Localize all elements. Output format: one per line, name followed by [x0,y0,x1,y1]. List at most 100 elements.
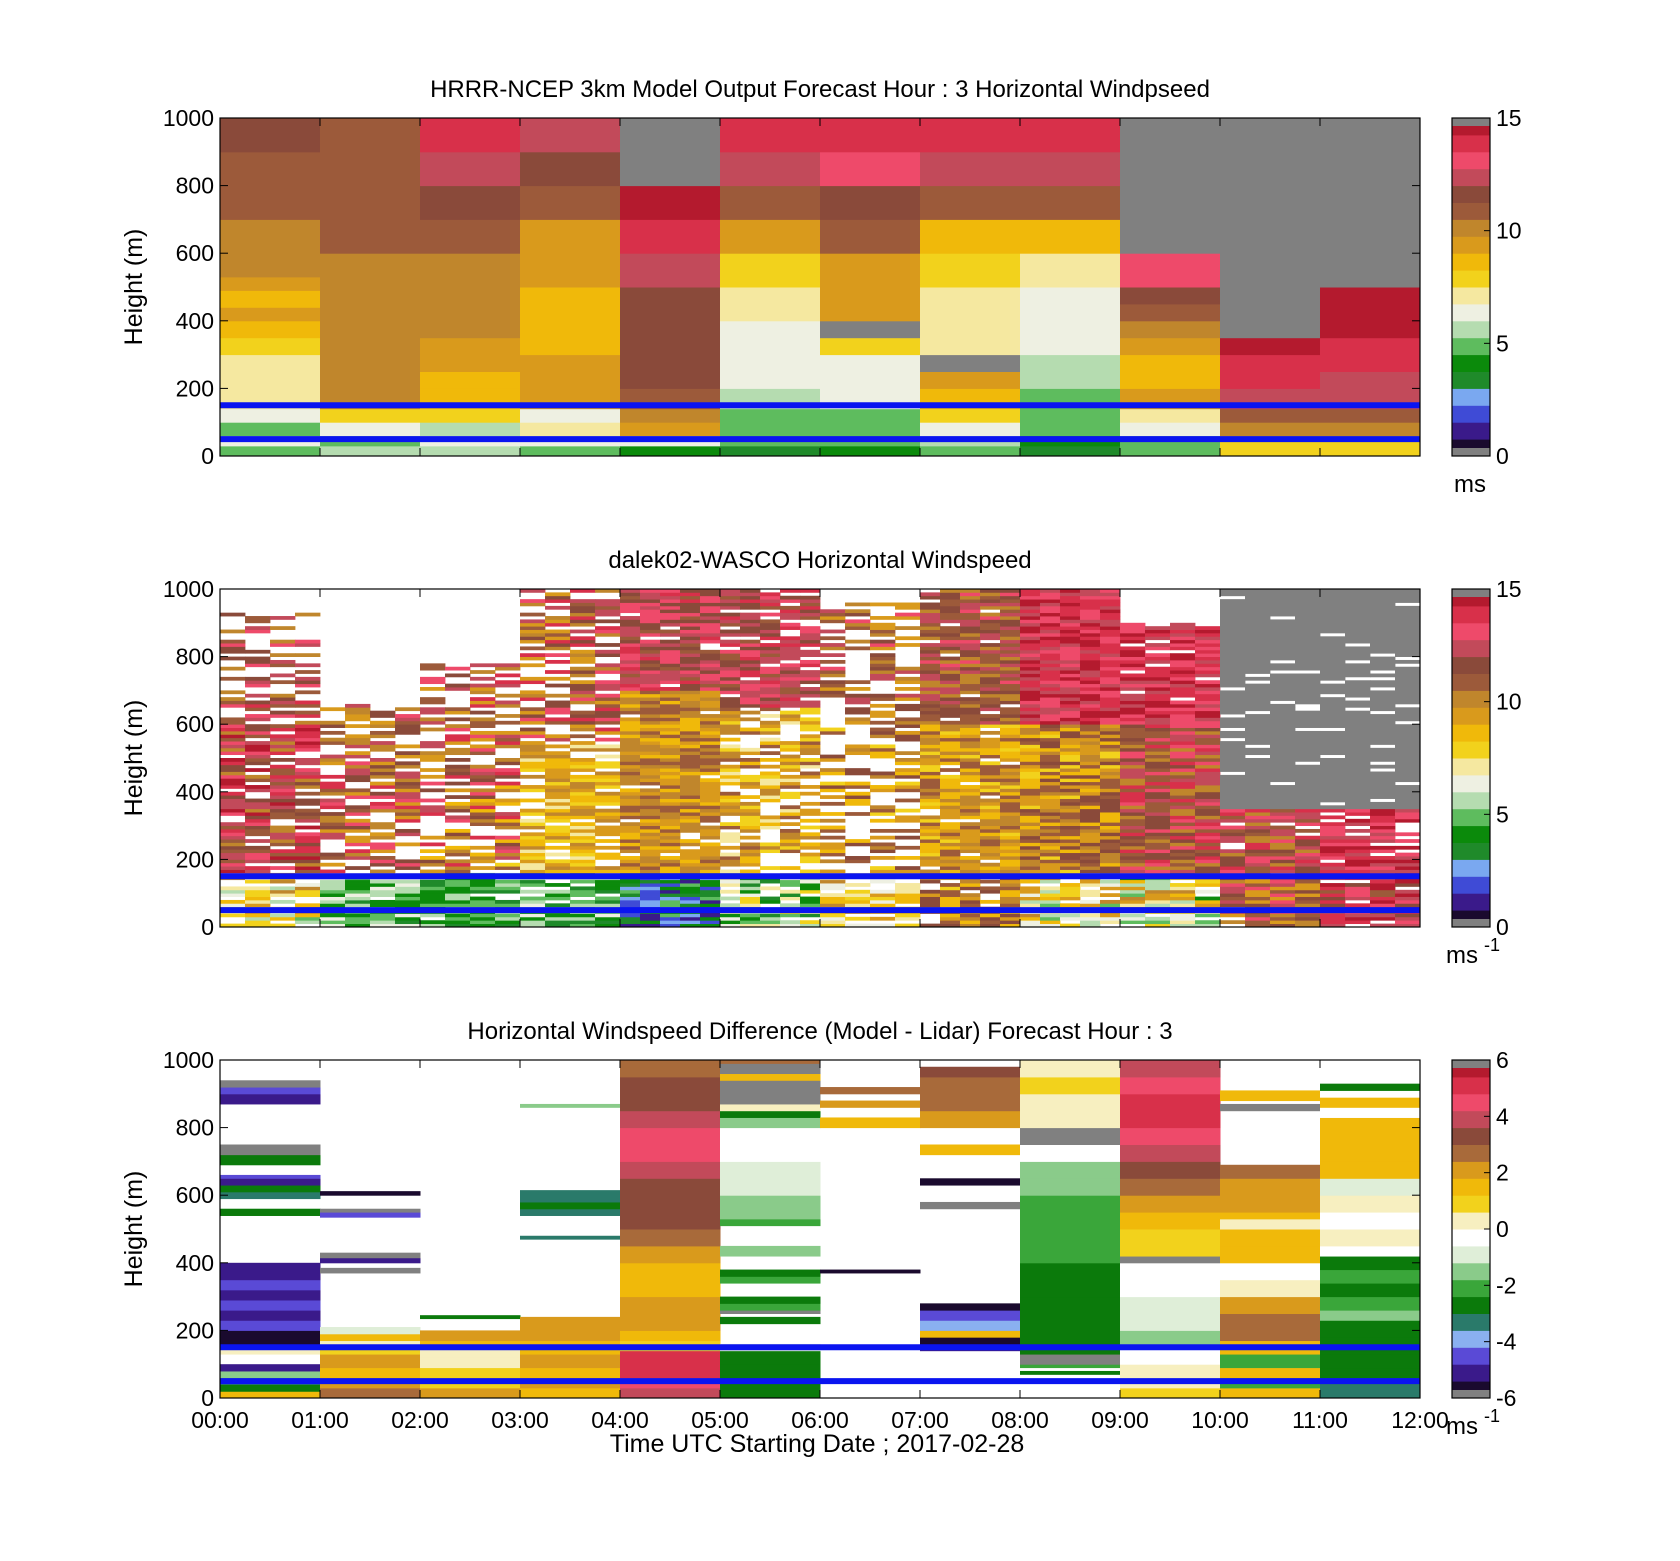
heatmap-cell [595,747,621,752]
heatmap-cell [660,801,681,806]
heatmap-cell [800,612,821,617]
heatmap-cell [760,822,781,826]
heatmap-cell [1145,818,1171,823]
heatmap-cell [1020,774,1041,779]
heatmap-cell [720,592,741,597]
heatmap-cell [1100,839,1121,843]
heatmap-cell [595,643,621,647]
heatmap-cell [1080,818,1101,823]
heatmap-cell [420,842,446,847]
heatmap-cell [870,710,896,715]
heatmap-cell [720,1127,821,1145]
heatmap-cell [780,845,801,850]
y-axis-label: Height (m) [120,1171,148,1288]
heatmap-cell [395,832,421,837]
heatmap-cell [1145,744,1171,749]
colorbar-frame [1451,588,1491,928]
heatmap-cell [1320,643,1346,647]
heatmap-cell [1145,815,1171,820]
heatmap-cell [1170,839,1196,843]
heatmap-cell [395,717,421,722]
heatmap-cell [700,771,721,776]
heatmap-cell [220,1279,321,1291]
heatmap-cell [940,883,961,887]
heatmap-cell [620,673,641,678]
heatmap-cell [740,856,761,860]
heatmap-cell [780,690,801,695]
heatmap-cell [1040,619,1061,624]
heatmap-cell [1220,849,1246,854]
heatmap-cell [740,923,761,928]
heatmap-cell [520,1316,621,1331]
heatmap-cell [545,815,571,820]
heatmap-cell [720,903,741,908]
heatmap-cell [1020,764,1041,769]
heatmap-cell [1040,903,1061,908]
heatmap-cell [1345,666,1371,671]
heatmap-cell [245,768,271,772]
heatmap-cell [420,758,446,762]
heatmap-cell [740,595,761,600]
heatmap-cell [395,859,421,864]
heatmap-cell [660,785,681,789]
heatmap-cell [1000,592,1021,597]
heatmap-cell [700,639,721,644]
heatmap-cell [1220,1279,1321,1298]
heatmap-cell [620,774,641,779]
heatmap-cell [1060,649,1081,654]
heatmap-cell [820,852,846,857]
heatmap-cell [720,595,741,600]
heatmap-cell [1060,815,1081,820]
heatmap-cell [495,801,521,806]
heatmap-cell [845,785,871,789]
heatmap-cell [820,408,921,423]
heatmap-cell [680,687,701,691]
heatmap-cell [270,673,296,678]
heatmap-cell [345,828,371,833]
heatmap-cell [1345,636,1371,641]
heatmap-cell [960,609,981,614]
heatmap-cell [1145,896,1171,901]
heatmap-cell [1000,589,1021,593]
heatmap-cell [620,886,641,891]
heatmap-cell [1060,626,1081,630]
heatmap-cell [1060,697,1081,701]
heatmap-cell [1060,717,1081,722]
heatmap-cell [845,744,871,749]
heatmap-cell [660,798,681,803]
heatmap-cell [1370,697,1396,701]
heatmap-cell [520,747,546,752]
heatmap-cell [1370,700,1396,705]
heatmap-cell [960,856,981,860]
heatmap-cell [980,801,1001,806]
heatmap-cell [320,707,346,712]
heatmap-cell [720,835,741,840]
heatmap-cell [595,879,621,884]
heatmap-cell [1120,676,1146,681]
heatmap-cell [1080,913,1101,918]
heatmap-cell [895,808,921,813]
heatmap-cell [1270,589,1296,593]
heatmap-cell [245,707,271,712]
heatmap-cell [1195,825,1221,830]
heatmap-cell [1195,754,1221,759]
heatmap-cell [1145,720,1171,725]
heatmap-cell [1020,879,1041,884]
heatmap-cell [620,219,721,254]
heatmap-cell [395,727,421,732]
heatmap-cell [740,589,761,593]
heatmap-cell [1370,845,1396,850]
heatmap-cell [640,619,661,624]
heatmap-cell [1295,791,1321,796]
heatmap-cell [1120,798,1146,803]
heatmap-cell [620,889,641,894]
y-tick-label: 0 [201,443,214,469]
heatmap-cell [1195,856,1221,860]
heatmap-cell [1120,629,1146,634]
heatmap-cell [1170,845,1196,850]
heatmap-cell [1080,676,1101,681]
heatmap-cell [1100,724,1121,728]
heatmap-cell [740,643,761,647]
heatmap-cell [1000,845,1021,850]
heatmap-cell [345,825,371,830]
